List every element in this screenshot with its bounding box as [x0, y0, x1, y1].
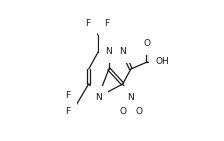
- Text: O: O: [136, 107, 142, 116]
- Text: N: N: [95, 92, 101, 102]
- Text: F: F: [104, 19, 110, 28]
- Text: OH: OH: [155, 58, 169, 67]
- Text: F: F: [65, 92, 71, 101]
- Text: N: N: [127, 92, 134, 102]
- Text: O: O: [144, 39, 151, 49]
- Text: N: N: [106, 48, 112, 57]
- Text: F: F: [86, 19, 91, 28]
- Text: O: O: [119, 107, 126, 116]
- Text: F: F: [65, 107, 71, 116]
- Text: N: N: [119, 48, 126, 57]
